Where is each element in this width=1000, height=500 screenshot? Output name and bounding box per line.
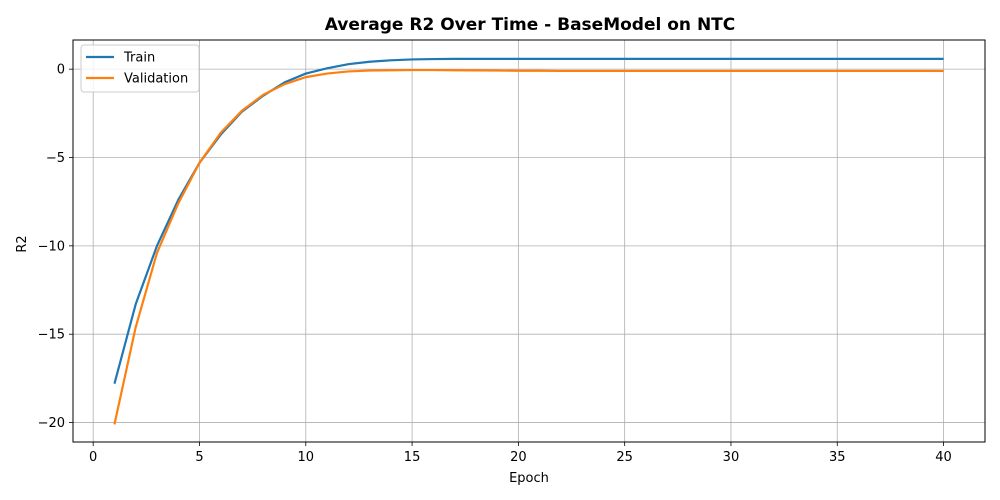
x-axis-ticks: 0 5 10 15 20 25 30 35 40: [89, 442, 952, 465]
grid: [73, 40, 985, 442]
chart-title: Average R2 Over Time - BaseModel on NTC: [325, 15, 736, 35]
series-line-validation: [113, 68, 944, 425]
y-tick-label: −15: [38, 328, 65, 343]
x-tick-label: 40: [935, 450, 952, 465]
x-tick-label: 5: [195, 450, 203, 465]
x-tick-label: 20: [510, 450, 527, 465]
x-tick-label: 0: [89, 450, 97, 465]
x-tick-label: 10: [298, 450, 315, 465]
x-tick-label: 15: [404, 450, 421, 465]
legend-label: Validation: [124, 72, 188, 87]
x-axis-label: Epoch: [509, 471, 549, 486]
y-axis-label: R2: [15, 235, 30, 252]
x-tick-label: 25: [616, 450, 633, 465]
series-line-train: [113, 57, 944, 384]
y-tick-label: −10: [38, 239, 65, 254]
x-tick-label: 30: [723, 450, 740, 465]
legend: Train Validation: [80, 44, 200, 93]
plot-area-frame: [72, 39, 986, 443]
y-tick-label: 0: [57, 63, 65, 78]
series-lines: [113, 57, 944, 425]
y-tick-label: −20: [38, 416, 65, 431]
y-axis-ticks: −20 −15 −10 −5 0: [38, 63, 73, 431]
y-tick-label: −5: [46, 151, 65, 166]
legend-label: Train: [123, 51, 155, 66]
x-tick-label: 35: [829, 450, 846, 465]
